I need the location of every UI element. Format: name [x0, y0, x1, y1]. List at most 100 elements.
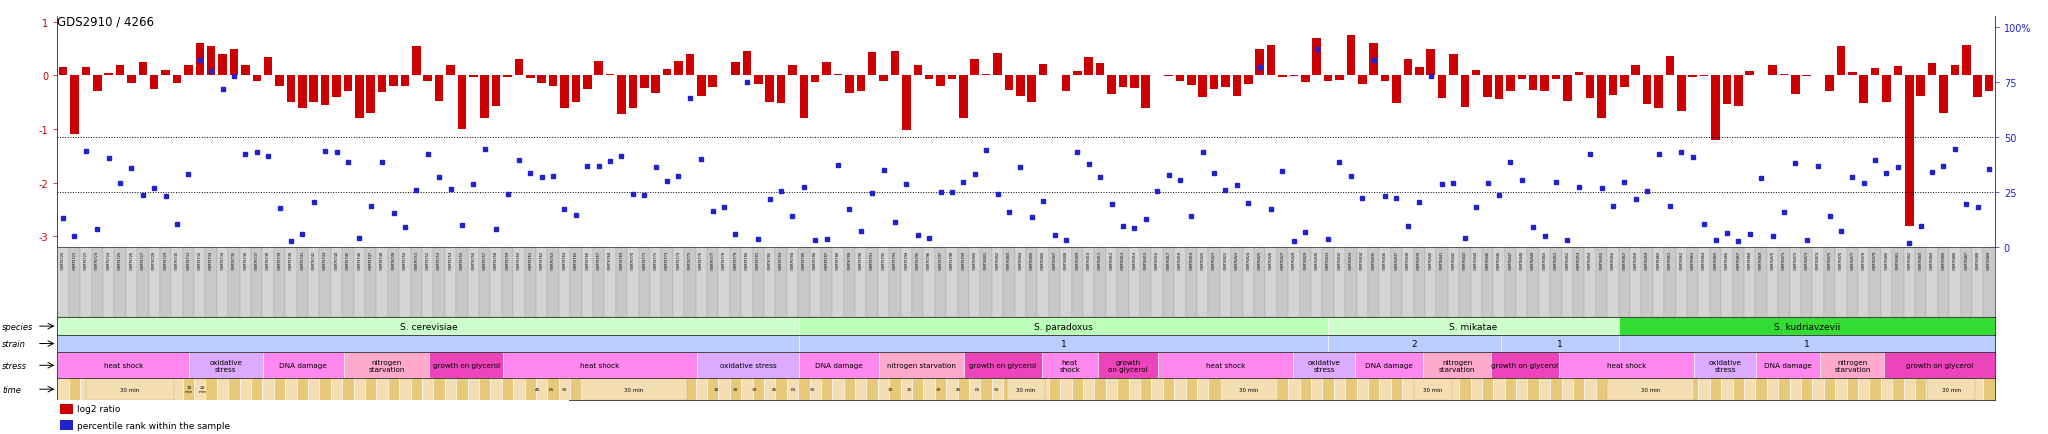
Bar — [639, 378, 649, 400]
Bar — [1597, 76, 1606, 119]
Bar — [1972, 247, 1982, 318]
Text: GSM76754: GSM76754 — [449, 250, 453, 270]
Text: GSM76817: GSM76817 — [1167, 250, 1171, 270]
Bar — [1333, 247, 1346, 318]
Bar — [743, 52, 752, 76]
Bar — [846, 76, 854, 94]
Bar — [59, 68, 68, 76]
Text: GSM76878: GSM76878 — [1862, 250, 1866, 270]
Text: 65: 65 — [975, 387, 981, 391]
Bar — [1608, 76, 1618, 96]
Bar — [764, 378, 776, 400]
Bar — [1014, 247, 1026, 318]
Bar — [1006, 76, 1014, 91]
Bar — [831, 247, 844, 318]
Bar — [1870, 247, 1880, 318]
Bar — [616, 378, 627, 400]
Text: GSM76791: GSM76791 — [870, 250, 874, 270]
Text: GSM76761: GSM76761 — [528, 250, 532, 270]
Bar — [958, 76, 967, 119]
Bar — [1585, 247, 1595, 318]
Bar — [571, 76, 580, 103]
Text: GSM76751: GSM76751 — [414, 250, 418, 270]
Bar — [719, 247, 729, 318]
Text: GSM76868: GSM76868 — [1747, 250, 1751, 270]
Bar — [1243, 378, 1253, 400]
Bar — [1311, 378, 1323, 400]
Text: GSM76877: GSM76877 — [1849, 250, 1853, 270]
Text: GSM76773: GSM76773 — [666, 250, 670, 270]
Text: 1: 1 — [1061, 339, 1067, 348]
Bar — [799, 335, 1329, 352]
Bar — [479, 378, 489, 400]
Bar — [524, 378, 537, 400]
Bar — [1288, 378, 1300, 400]
Bar — [285, 378, 297, 400]
Bar — [332, 76, 340, 98]
Text: GSM76772: GSM76772 — [653, 250, 657, 270]
Bar — [399, 378, 412, 400]
Text: GSM76780: GSM76780 — [745, 250, 750, 270]
Text: GSM76859: GSM76859 — [1645, 250, 1649, 270]
Bar — [879, 378, 889, 400]
Text: GSM76737: GSM76737 — [254, 250, 258, 270]
Bar — [639, 247, 649, 318]
Bar — [117, 66, 125, 76]
Bar — [1174, 378, 1186, 400]
Bar — [1425, 378, 1436, 400]
Bar — [1712, 76, 1720, 140]
Text: GSM76771: GSM76771 — [643, 250, 647, 270]
Text: 30 min: 30 min — [1942, 387, 1960, 392]
Bar — [1130, 76, 1139, 89]
Bar — [1559, 352, 1694, 378]
Text: 65: 65 — [791, 387, 797, 391]
Text: 65: 65 — [549, 387, 555, 391]
Bar — [57, 335, 799, 352]
Text: GSM76764: GSM76764 — [563, 250, 567, 270]
Bar — [1151, 378, 1163, 400]
Bar — [240, 247, 252, 318]
Bar — [1528, 247, 1538, 318]
Text: GSM76852: GSM76852 — [1565, 250, 1569, 270]
Bar — [162, 71, 170, 76]
Text: GSM76724: GSM76724 — [106, 250, 111, 270]
Bar — [1085, 57, 1094, 76]
Bar — [137, 378, 150, 400]
Bar — [776, 76, 784, 104]
Bar — [1505, 378, 1516, 400]
Bar — [354, 247, 365, 318]
Bar — [344, 76, 352, 92]
Bar — [1915, 247, 1927, 318]
Bar — [965, 352, 1042, 378]
Text: time: time — [2, 385, 20, 394]
Text: 10
min: 10 min — [184, 385, 193, 394]
Bar — [741, 378, 752, 400]
Text: GSM76826: GSM76826 — [1270, 250, 1274, 270]
Bar — [102, 247, 115, 318]
Text: 10: 10 — [887, 387, 893, 391]
Bar — [422, 378, 434, 400]
Text: GSM76827: GSM76827 — [1280, 250, 1284, 270]
Bar — [252, 378, 262, 400]
Bar — [1483, 247, 1493, 318]
Bar — [1423, 352, 1491, 378]
Text: GSM76750: GSM76750 — [403, 250, 408, 270]
Text: GSM76762: GSM76762 — [541, 250, 543, 270]
Bar — [594, 378, 604, 400]
Bar — [1425, 247, 1436, 318]
Bar — [1157, 352, 1294, 378]
Text: GSM76800: GSM76800 — [973, 250, 977, 270]
Bar — [580, 378, 686, 400]
Bar — [569, 378, 582, 400]
Bar — [1884, 352, 1995, 378]
Text: GSM76801: GSM76801 — [985, 250, 989, 270]
Bar — [1290, 76, 1298, 77]
Bar — [1894, 67, 1903, 76]
Bar — [1358, 76, 1366, 85]
Bar — [1563, 378, 1573, 400]
Bar — [707, 247, 719, 318]
Text: GSM76738: GSM76738 — [266, 250, 270, 270]
Bar — [127, 76, 135, 84]
Bar — [958, 378, 969, 400]
Bar — [844, 247, 856, 318]
